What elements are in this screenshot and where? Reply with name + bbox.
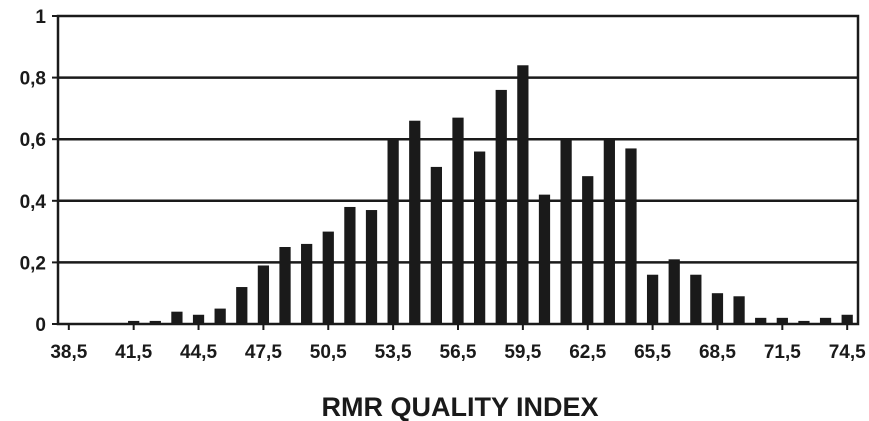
bar [819, 317, 832, 324]
y-tick-label: 0,8 [20, 69, 46, 90]
x-tick-label: 74,5 [829, 342, 866, 363]
y-tick-label: 0 [35, 315, 46, 336]
bar [257, 265, 270, 324]
bar [214, 308, 226, 324]
bar [279, 247, 291, 324]
x-axis-title: RMR QUALITY INDEX [321, 392, 598, 421]
bar [409, 120, 421, 324]
bar [192, 314, 205, 324]
bar [322, 231, 334, 324]
y-tick-label: 1 [35, 7, 46, 28]
bars [128, 65, 853, 324]
x-tick-label: 47,5 [245, 342, 282, 363]
x-tick-label: 44,5 [180, 342, 217, 363]
bar [495, 89, 507, 324]
x-tick-label: 68,5 [699, 342, 736, 363]
y-axis-ticks: 0 0,2 0,4 0,6 0,8 1 [20, 7, 58, 336]
x-tick-label: 56,5 [440, 342, 477, 363]
x-axis-ticks: 38,5 41,5 44,5 47,5 50,5 53,5 56,5 59,5 62,5 65,5… [50, 324, 866, 363]
bar [776, 317, 788, 324]
bar [798, 320, 810, 324]
bar [625, 148, 637, 324]
y-tick-label: 0,2 [20, 253, 46, 274]
bar [517, 65, 529, 324]
bar [690, 274, 702, 324]
bar [603, 139, 615, 324]
bar [841, 314, 853, 324]
bar [344, 206, 356, 324]
bar [711, 293, 724, 324]
x-tick-label: 62,5 [569, 342, 606, 363]
y-tick-label: 0,6 [20, 130, 46, 151]
x-tick-label: 65,5 [634, 342, 671, 363]
bar [668, 259, 680, 324]
bar [582, 176, 594, 324]
bar [387, 139, 399, 324]
bar [149, 320, 161, 324]
bar [236, 287, 248, 324]
bar [755, 317, 767, 324]
x-tick-label: 59,5 [504, 342, 541, 363]
bar [452, 117, 464, 324]
bar [538, 194, 551, 324]
bar [301, 243, 313, 324]
x-tick-label: 71,5 [764, 342, 801, 363]
bar [560, 139, 572, 324]
bar [171, 311, 183, 324]
bar [128, 320, 140, 324]
bar [733, 296, 745, 324]
bar [474, 151, 486, 324]
x-tick-label: 50,5 [310, 342, 347, 363]
x-tick-label: 38,5 [50, 342, 87, 363]
bar [430, 166, 442, 324]
y-tick-label: 0,4 [20, 192, 47, 213]
x-tick-label: 53,5 [375, 342, 412, 363]
bar [365, 210, 378, 324]
bar [646, 274, 659, 324]
x-tick-label: 41,5 [115, 342, 152, 363]
